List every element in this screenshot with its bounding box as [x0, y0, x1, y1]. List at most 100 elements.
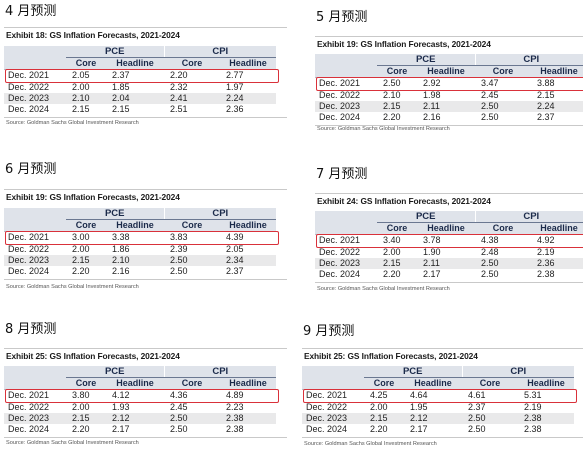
header-pce: PCE — [377, 54, 475, 67]
row-label: Dec. 2022 — [315, 89, 377, 101]
table-cell: 2.37 — [220, 266, 276, 278]
table-cell: 2.12 — [404, 412, 462, 425]
table-cell: 3.80 — [66, 389, 106, 402]
table-cell: 2.00 — [377, 246, 417, 258]
table-cell: 2.37 — [462, 401, 518, 413]
table-cell: 2.10 — [106, 254, 164, 267]
header-pce: PCE — [66, 208, 164, 221]
row-label: Dec. 2023 — [4, 254, 66, 267]
source-note: Source: Goldman Sachs Global Investment … — [6, 284, 139, 290]
table-cell: 2.45 — [164, 401, 220, 413]
table-cell: 2.38 — [518, 424, 574, 436]
source-note: Source: Goldman Sachs Global Investment … — [317, 126, 450, 132]
table-cell: 2.20 — [66, 266, 106, 278]
header-pce: PCE — [377, 211, 475, 224]
table-cell: 2.38 — [531, 269, 583, 281]
table-cell: 2.37 — [106, 69, 164, 82]
header-cpi: CPI — [163, 366, 276, 379]
table-cell: 2.50 — [475, 112, 531, 124]
exhibit-title: Exhibit 19: GS Inflation Forecasts, 2021… — [6, 192, 180, 202]
table-row: Dec. 2021 3.00 3.38 3.83 4.39 — [4, 231, 276, 244]
exhibit-title: Exhibit 25: GS Inflation Forecasts, 2021… — [6, 351, 180, 361]
divider — [315, 282, 583, 284]
subheader-pce-headline: Headline — [106, 377, 164, 391]
table-cell: 2.38 — [220, 412, 276, 425]
table-cell: 2.50 — [462, 412, 518, 425]
row-label: Dec. 2022 — [302, 401, 364, 413]
divider — [315, 125, 583, 127]
row-label: Dec. 2021 — [315, 234, 377, 247]
source-note: Source: Goldman Sachs Global Investment … — [6, 120, 139, 126]
subheader-blank — [302, 377, 364, 391]
table-cell: 2.36 — [531, 257, 583, 270]
divider — [315, 36, 583, 37]
table-cell: 1.93 — [106, 401, 164, 413]
header-pce: PCE — [364, 366, 462, 379]
subheader-cpi-headline: Headline — [220, 377, 276, 391]
divider — [4, 117, 287, 119]
table-cell: 2.41 — [164, 92, 220, 105]
highlight-box — [5, 389, 279, 403]
divider — [4, 27, 287, 28]
header-cpi: CPI — [163, 208, 276, 221]
header-blank — [315, 54, 377, 66]
divider — [4, 279, 287, 281]
table-cell: 4.89 — [220, 389, 276, 402]
subheader-cpi-headline: Headline — [531, 65, 583, 79]
table-row: Dec. 2022 2.00 1.93 2.45 2.23 — [4, 401, 276, 413]
header-pce: PCE — [66, 366, 164, 379]
table-row: Dec. 2021 4.25 4.64 4.61 5.31 — [302, 389, 574, 402]
row-label: Dec. 2024 — [4, 266, 66, 278]
highlight-box — [316, 77, 583, 91]
table-cell: 2.24 — [531, 100, 583, 113]
table-cell: 2.04 — [106, 92, 164, 105]
subheader-pce-headline: Headline — [404, 377, 462, 391]
table-cell: 2.20 — [377, 112, 417, 124]
source-note: Source: Goldman Sachs Global Investment … — [304, 441, 437, 447]
month-label: 7 月预测 — [316, 167, 368, 182]
row-label: Dec. 2022 — [4, 81, 66, 93]
row-label: Dec. 2021 — [4, 69, 66, 82]
subheader-cpi-core: Core — [462, 377, 518, 391]
table-cell: 2.10 — [66, 92, 106, 105]
highlight-box — [5, 231, 279, 245]
row-label: Dec. 2023 — [302, 412, 364, 425]
subheader-pce-core: Core — [66, 57, 106, 71]
header-blank — [4, 46, 66, 58]
table-cell: 2.37 — [531, 112, 583, 124]
exhibit-title: Exhibit 25: GS Inflation Forecasts, 2021… — [304, 351, 478, 361]
divider — [315, 193, 583, 194]
table-cell: 4.61 — [462, 389, 518, 402]
table-cell: 2.15 — [364, 412, 404, 425]
highlight-box — [5, 69, 279, 83]
table-cell: 2.50 — [164, 266, 220, 278]
table-row: Dec. 2022 2.10 1.98 2.45 2.15 — [315, 89, 583, 101]
subheader-pce-headline: Headline — [417, 222, 475, 236]
header-cpi: CPI — [474, 211, 583, 224]
header-blank — [302, 366, 364, 378]
subheader-blank — [315, 222, 377, 236]
forecast-table: PCE CPI Core Headline Core Headline Dec. 2021 2… — [315, 54, 583, 124]
row-label: Dec. 2022 — [4, 243, 66, 255]
table-cell: 4.64 — [404, 389, 462, 402]
row-label: Dec. 2022 — [4, 401, 66, 413]
header-blank — [315, 211, 377, 223]
table-row: Dec. 2022 2.00 1.86 2.39 2.05 — [4, 243, 276, 255]
table-cell: 4.38 — [475, 234, 531, 247]
table-cell: 2.38 — [220, 424, 276, 436]
subheader-blank — [4, 57, 66, 71]
forecast-table: PCE CPI Core Headline Core Headline Dec. 2021 3… — [4, 208, 276, 278]
row-label: Dec. 2023 — [4, 92, 66, 105]
table-cell: 3.00 — [66, 231, 106, 244]
table-cell: 2.20 — [66, 424, 106, 436]
subheader-cpi-headline: Headline — [220, 219, 276, 233]
highlight-box — [316, 234, 583, 248]
table-row: Dec. 2021 3.80 4.12 4.36 4.89 — [4, 389, 276, 402]
month-label: 8 月预测 — [5, 322, 57, 337]
subheader-pce-headline: Headline — [106, 219, 164, 233]
table-cell: 3.47 — [475, 77, 531, 90]
table-cell: 2.15 — [106, 104, 164, 116]
header-cpi: CPI — [163, 46, 276, 59]
forecast-table: PCE CPI Core Headline Core Headline Dec. 2021 2… — [4, 46, 276, 116]
exhibit-title: Exhibit 19: GS Inflation Forecasts, 2021… — [317, 39, 491, 49]
